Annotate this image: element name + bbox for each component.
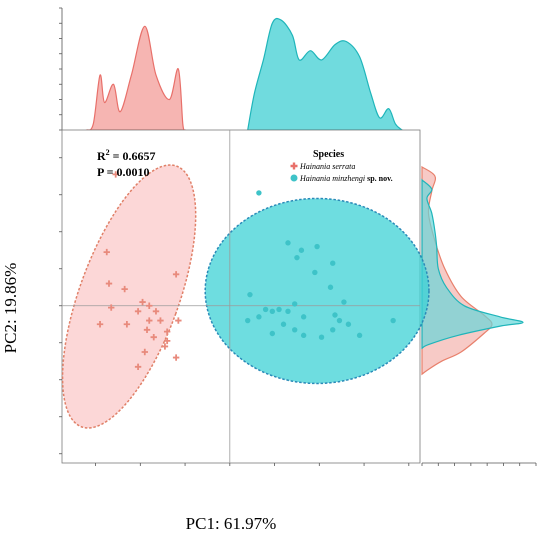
data-point-plus-4 xyxy=(139,298,146,306)
data-point-circle-3 xyxy=(294,254,300,261)
confidence-ellipse-0 xyxy=(61,164,197,429)
data-point-plus-12 xyxy=(96,321,104,328)
data-point-circle-10 xyxy=(341,299,347,305)
data-point-circle-27 xyxy=(300,332,307,339)
data-point-plus-9 xyxy=(146,317,153,324)
data-point-circle-9 xyxy=(292,301,298,307)
data-point-circle-21 xyxy=(390,317,396,324)
data-point-circle-20 xyxy=(280,321,287,327)
data-point-circle-18 xyxy=(336,317,343,324)
data-point-plus-2 xyxy=(105,280,113,287)
data-point-circle-25 xyxy=(269,330,276,337)
legend-circle-marker-icon xyxy=(290,174,298,182)
svg-text:Hainania minzhengi sp. nov.: Hainania minzhengi sp. nov. xyxy=(299,174,393,183)
data-point-circle-16 xyxy=(256,314,262,320)
data-point-plus-19 xyxy=(141,348,148,356)
data-point-plus-7 xyxy=(134,308,142,315)
data-point-plus-8 xyxy=(152,308,160,315)
data-point-plus-22 xyxy=(172,271,180,278)
data-point-plus-3 xyxy=(121,285,128,293)
data-point-plus-6 xyxy=(108,304,115,311)
x-axis-title: PC1: 61.97% xyxy=(186,514,277,533)
r-squared-annotation: R2 = 0.6657 xyxy=(97,148,156,163)
legend-label-suffix: sp. nov. xyxy=(365,174,393,183)
legend-label-minzhengi: Hainania minzhengi xyxy=(299,174,365,183)
data-point-circle-14 xyxy=(285,308,291,314)
data-point-plus-14 xyxy=(143,326,151,333)
data-point-plus-10 xyxy=(157,317,164,324)
data-point-circle-17 xyxy=(300,314,307,320)
right-density-plot xyxy=(421,165,537,466)
data-point-circle-2 xyxy=(298,247,305,253)
data-point-plus-13 xyxy=(123,321,131,328)
legend-entry-minzhengi: Hainania minzhengi sp. nov. xyxy=(290,174,393,183)
data-point-plus-17 xyxy=(163,337,171,345)
legend-entry-serrata: Hainania serrata xyxy=(290,162,355,171)
confidence-ellipse-1 xyxy=(204,197,430,385)
data-point-circle-1 xyxy=(285,240,291,246)
data-point-plus-21 xyxy=(134,363,142,370)
data-point-circle-15 xyxy=(332,312,338,318)
svg-text:Hainania serrata: Hainania serrata xyxy=(299,162,355,171)
legend-plus-marker-icon xyxy=(290,162,298,170)
legend: Species Hainania serrata Hainania minzhe… xyxy=(290,149,393,183)
data-point-plus-5 xyxy=(146,302,153,309)
data-point-plus-18 xyxy=(161,343,169,350)
data-point-plus-15 xyxy=(163,328,171,335)
data-point-circle-12 xyxy=(276,306,282,313)
data-point-circle-28 xyxy=(318,334,325,340)
data-point-circle-4 xyxy=(314,243,320,250)
data-point-plus-1 xyxy=(103,248,110,256)
data-point-circle-8 xyxy=(247,291,253,298)
data-point-circle-23 xyxy=(330,327,336,333)
legend-title: Species xyxy=(313,149,344,160)
data-point-circle-19 xyxy=(245,317,251,324)
data-point-circle-24 xyxy=(292,327,298,333)
data-point-plus-20 xyxy=(172,354,180,361)
data-point-plus-11 xyxy=(175,317,182,324)
data-point-circle-5 xyxy=(330,260,336,266)
data-point-circle-11 xyxy=(262,306,269,313)
data-point-circle-6 xyxy=(312,269,318,276)
data-point-circle-7 xyxy=(327,284,334,290)
data-point-plus-16 xyxy=(150,334,157,341)
data-point-circle-22 xyxy=(345,321,352,327)
data-point-circle-0 xyxy=(256,190,262,196)
y-axis-title: PC2: 19.86% xyxy=(1,263,20,354)
top-density-plot xyxy=(59,7,410,132)
top-density-curve-1 xyxy=(246,17,404,131)
data-point-circle-26 xyxy=(356,332,363,339)
legend-label-serrata: Hainania serrata xyxy=(299,162,355,171)
top-density-curve-0 xyxy=(85,25,186,131)
main-scatter-plot xyxy=(59,129,430,466)
data-point-circle-13 xyxy=(269,308,276,314)
right-density-curve-1 xyxy=(421,178,524,350)
data-point-plus-0 xyxy=(112,171,119,178)
p-value-annotation: P = 0.0010 xyxy=(97,165,150,179)
